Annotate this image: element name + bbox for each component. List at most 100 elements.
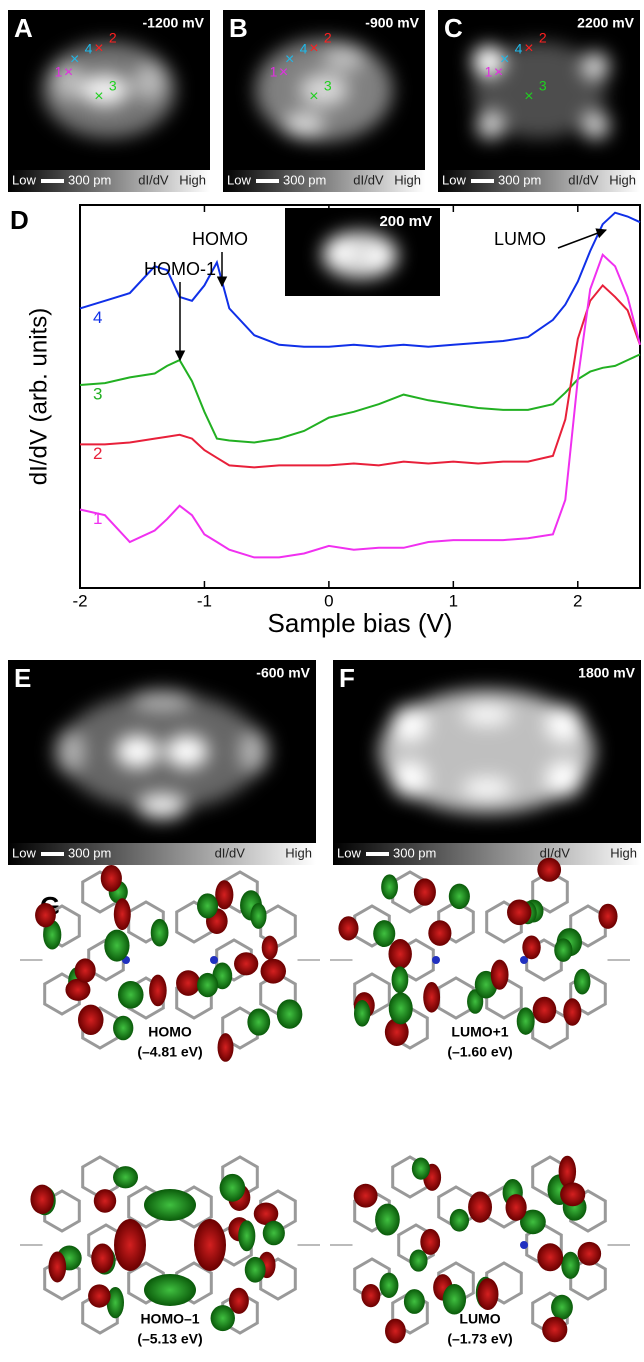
scale-low: Low <box>12 845 36 860</box>
site-cross: × <box>309 40 318 57</box>
site-label: 1 <box>55 64 63 80</box>
orbital-name: HOMO–1 <box>140 1311 199 1327</box>
site-cross: × <box>494 64 503 81</box>
orbital-lobe <box>413 878 436 906</box>
orbital-lobe <box>505 1194 527 1221</box>
stm-blobs <box>42 42 176 138</box>
site-label: 4 <box>515 41 523 57</box>
orbital-lobe <box>409 1249 428 1272</box>
bias-label: -900 mV <box>365 15 419 31</box>
ring <box>43 1257 81 1301</box>
orbital-lobe <box>234 952 259 976</box>
stm-blob <box>462 703 512 726</box>
site-label: 2 <box>539 30 547 46</box>
annotation-arrow <box>557 228 607 249</box>
orbital-lobe <box>215 880 234 910</box>
orbital-lobe <box>477 1278 499 1311</box>
orbital-lobe <box>537 857 562 882</box>
orbital-name: LUMO <box>459 1311 500 1327</box>
spectrum-line <box>79 253 641 559</box>
orbital-lobe <box>43 920 62 950</box>
ring <box>175 1261 213 1305</box>
series-label: 1 <box>93 509 102 528</box>
x-axis-label: Sample bias (V) <box>268 608 453 638</box>
orbital-lobe <box>563 998 582 1026</box>
site-label: 4 <box>85 41 93 57</box>
orbital-lobe <box>113 1015 134 1041</box>
orbital-lobe <box>353 1000 371 1027</box>
site-cross: × <box>94 88 103 105</box>
scale-bar-gradient <box>223 170 425 192</box>
ring <box>391 1291 429 1335</box>
orbital-lobe <box>100 865 122 892</box>
orbital-lobe <box>48 1251 67 1283</box>
inset-label: 200 mV <box>379 213 432 230</box>
site-cross: × <box>500 51 509 68</box>
orbital-lobe <box>247 1008 271 1036</box>
orbital-lobe <box>262 1220 285 1246</box>
orbital-lobe <box>338 916 359 941</box>
stm-blob <box>324 45 365 71</box>
site-label: 3 <box>109 78 117 94</box>
orbital-lobe <box>353 1183 378 1208</box>
orbital-figure <box>20 865 320 1062</box>
panel-letter: F <box>339 663 355 693</box>
orbital-lobe <box>276 999 303 1029</box>
x-tick-label: 0 <box>324 591 333 610</box>
orbital-lobe <box>35 902 56 928</box>
scale-length: 300 pm <box>283 172 326 187</box>
orbital-lobe <box>176 970 201 996</box>
site-label: 3 <box>539 78 547 94</box>
scale-high: High <box>609 172 636 187</box>
stm-blob <box>545 760 583 798</box>
stm-blobs <box>472 42 610 140</box>
ring <box>215 938 253 982</box>
stm-blob <box>462 777 512 800</box>
stm-blobs <box>255 38 393 142</box>
spectrum-line <box>79 353 641 444</box>
site-label: 3 <box>324 78 332 94</box>
orbital-lobe <box>537 1243 564 1272</box>
ring <box>437 900 475 944</box>
site-label: 1 <box>270 64 278 80</box>
panel-letter: E <box>14 663 31 693</box>
y-axis-label: dI/dV (arb. units) <box>25 308 52 485</box>
bias-label: -600 mV <box>256 665 310 681</box>
site-label: 4 <box>300 41 308 57</box>
orbital-lobe <box>197 893 219 919</box>
series-label: 2 <box>93 444 102 463</box>
stm-blob <box>299 74 349 106</box>
orbital-lobe <box>449 1208 470 1232</box>
bias-label: -1200 mV <box>143 15 205 31</box>
stm-blob <box>80 74 130 106</box>
orbital-lobe <box>560 1182 586 1207</box>
orbital-lobe <box>448 883 470 910</box>
x-tick-label: -1 <box>197 591 212 610</box>
orbital-lobe <box>468 1191 493 1223</box>
panel-letter: B <box>229 13 248 43</box>
nitrogen <box>432 956 440 964</box>
orbital-lobe <box>381 874 398 900</box>
orbital-lobe <box>542 1316 568 1343</box>
orbital-lobe <box>253 1202 279 1226</box>
spectrum-line <box>79 211 641 348</box>
orbital-lobe <box>194 1219 226 1271</box>
orbital-lobe <box>114 1219 146 1271</box>
orbital-lobe <box>150 918 169 947</box>
orbital-lobe <box>551 1294 573 1320</box>
orbital-figure <box>330 1155 630 1344</box>
series-label: 4 <box>93 308 102 327</box>
stm-blob <box>54 729 85 774</box>
scale-quantity: dI/dV <box>138 172 169 187</box>
stm-blob <box>379 689 595 814</box>
orbital-lobe <box>104 929 130 962</box>
panel-letter: D <box>10 205 29 235</box>
site-cross: × <box>94 40 103 57</box>
stm-blob <box>472 42 606 138</box>
orbital-lobe <box>519 1209 546 1235</box>
orbital-lobe <box>238 1220 256 1252</box>
orbital-lobe <box>577 1241 602 1266</box>
scale-length: 300 pm <box>68 845 111 860</box>
orbital-lobe <box>558 1155 577 1188</box>
